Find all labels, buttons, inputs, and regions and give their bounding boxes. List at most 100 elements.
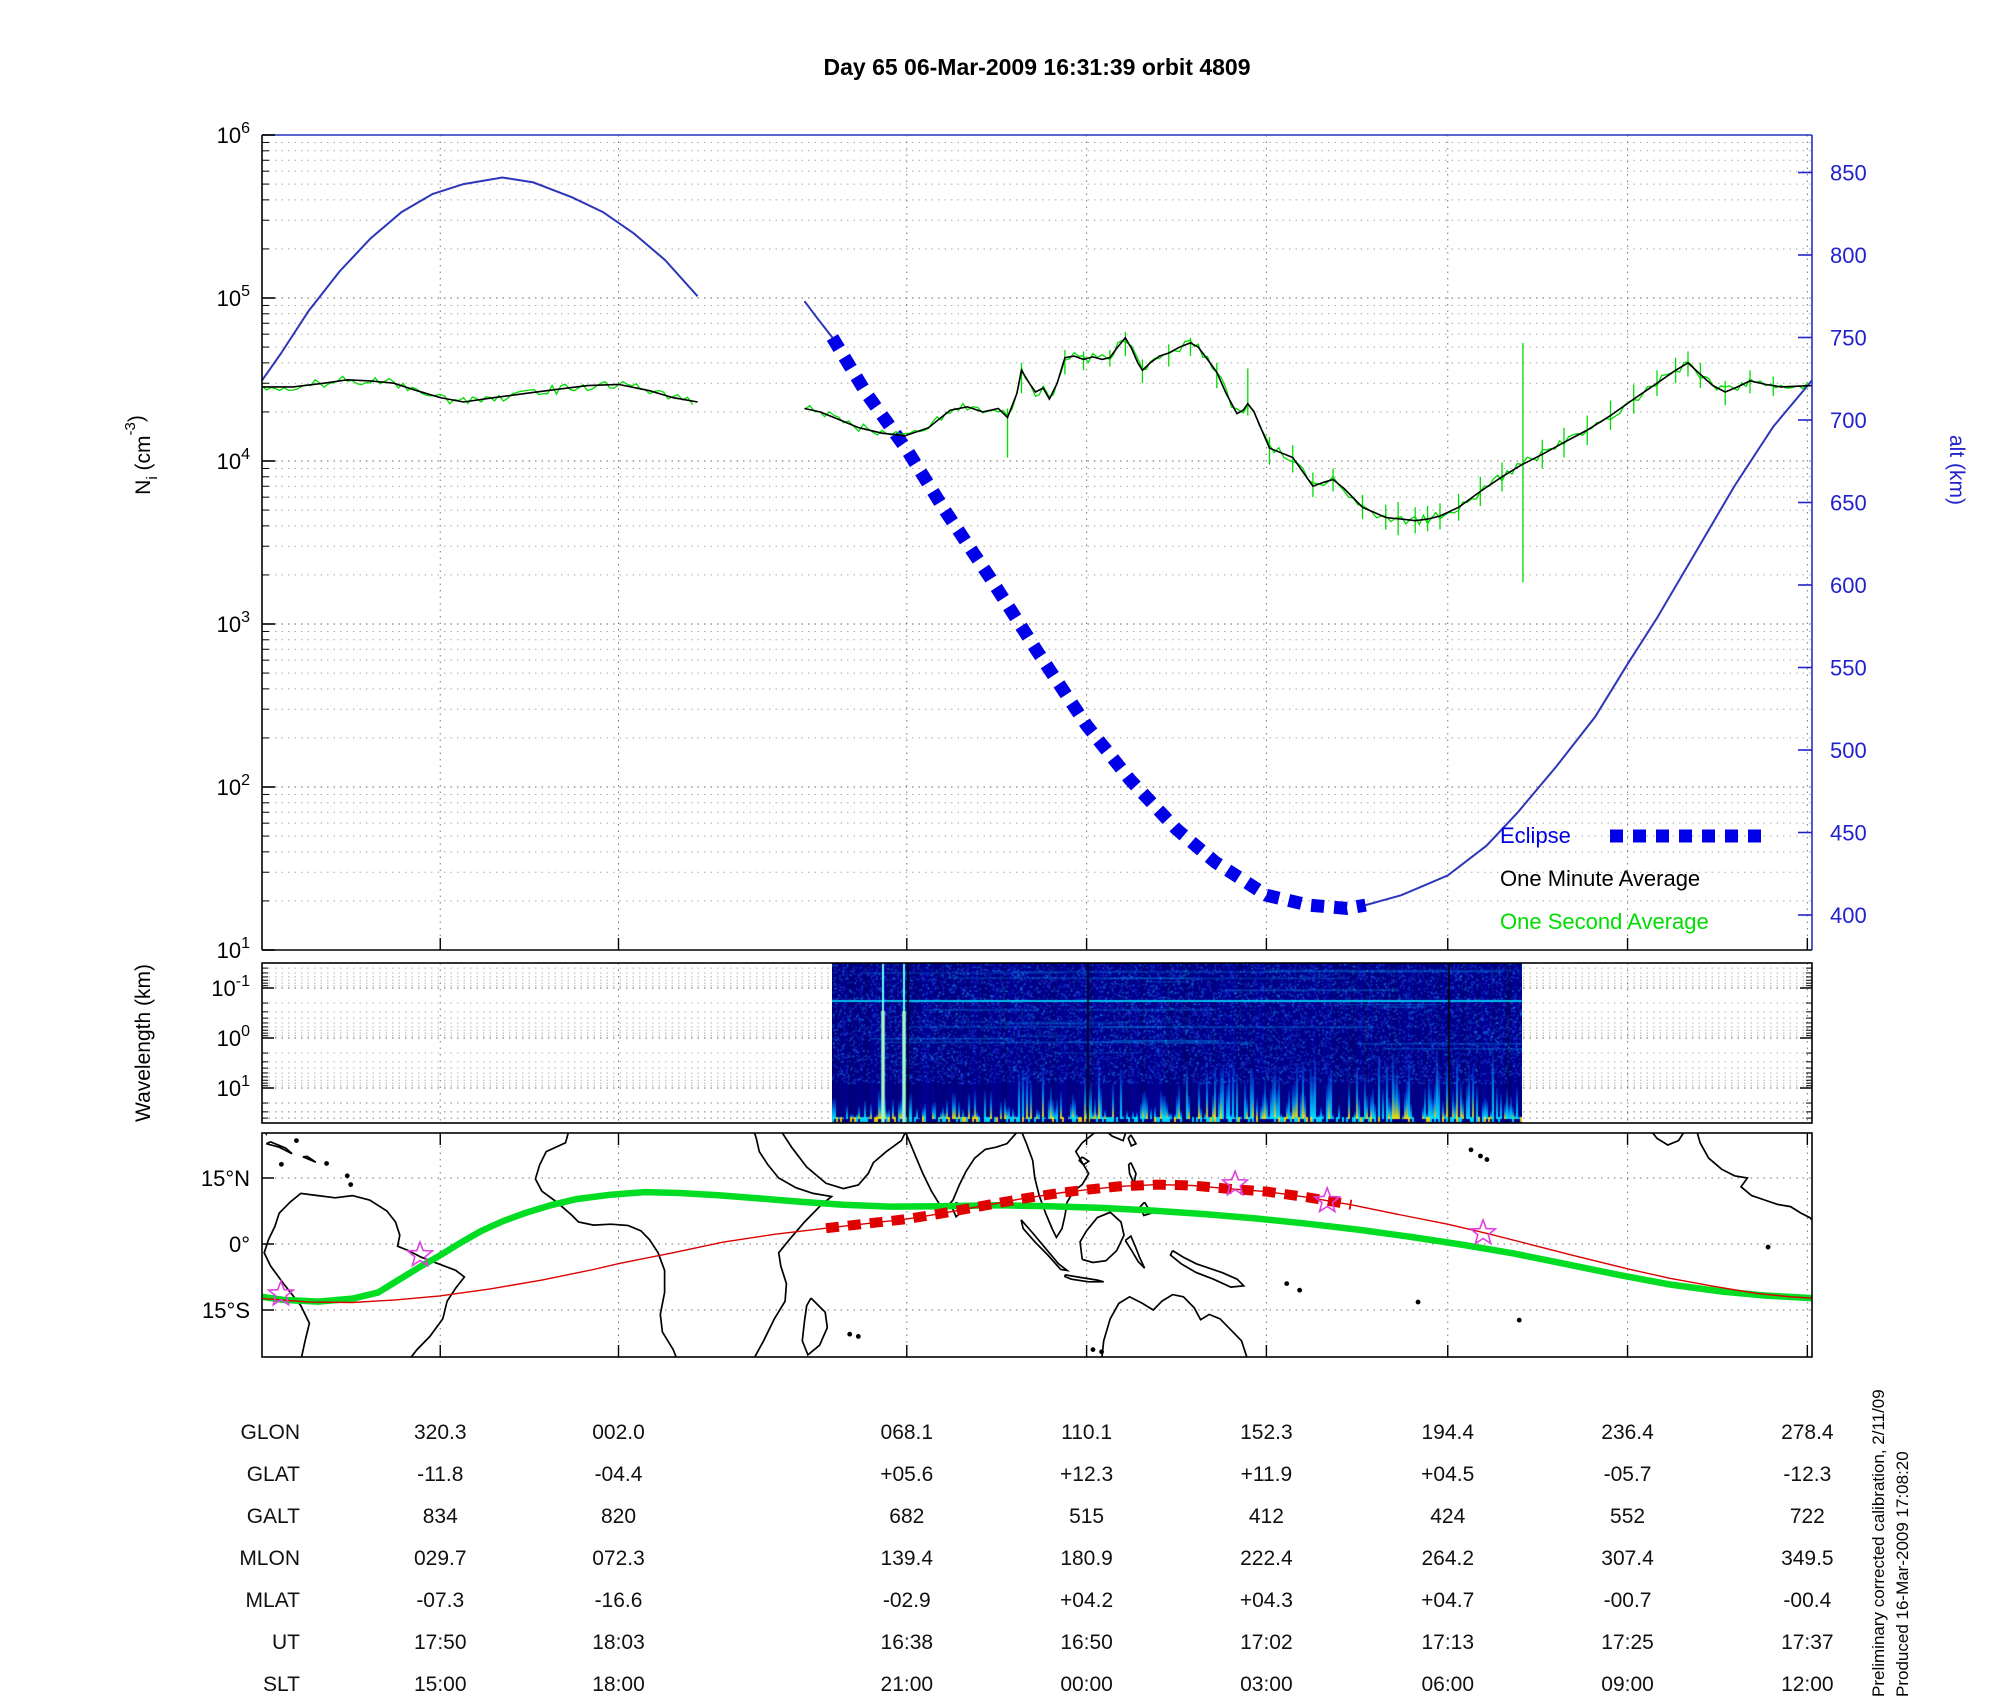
table-cell-MLON-4: 180.9 [1060,1547,1113,1570]
coastline-baja [1651,1133,1685,1146]
ni-axis-label: Ni (cm-3) [122,415,161,495]
table-cell-MLAT-3: -02.9 [882,1589,931,1612]
coastline-sulawesi [1124,1234,1146,1269]
axis-frame [261,1132,1813,1358]
log-tick-label: 101 [217,1073,250,1101]
alt-tick-label: 550 [1830,656,1867,681]
table-row-label-GLON: GLON [240,1421,300,1444]
table-cell-GALT-8: 722 [1789,1505,1825,1528]
island-dot [1468,1147,1474,1153]
table-cell-MLON-8: 349.5 [1781,1547,1834,1570]
star-marker [1468,1217,1498,1246]
alt-tick-label: 750 [1830,326,1867,351]
table-cell-GALT-4: 515 [1069,1505,1105,1528]
log-tick-label: 10-1 [211,973,250,1001]
table-cell-MLAT-2: -16.6 [594,1589,643,1612]
table-cell-GLAT-8: -12.3 [1783,1463,1832,1486]
table-cell-MLON-1: 029.7 [413,1547,467,1570]
table-cell-UT-4: 16:50 [1060,1631,1113,1654]
alt-tick-label: 600 [1830,573,1867,598]
table-cell-MLON-7: 307.4 [1601,1547,1654,1570]
coastline-luzon [1127,1161,1137,1187]
table-cell-GLAT-7: -05.7 [1603,1463,1652,1486]
table-cell-UT-1: 17:50 [413,1631,467,1654]
coastline-africa-east [753,1133,834,1357]
island-dot [1484,1157,1490,1162]
map-lat-label: 15°S [202,1298,250,1323]
legend-eclipse-label: Eclipse [1500,823,1571,848]
island-dot [1516,1317,1522,1323]
table-cell-GLAT-4: +12.3 [1060,1463,1114,1486]
table-cell-MLAT-4: +04.2 [1060,1589,1114,1612]
annotation-calibration: Preliminary corrected calibration, 2/11/… [1869,1389,1888,1697]
star-marker [1312,1185,1342,1214]
altitude-curve [261,176,699,381]
table-cell-MLON-3: 139.4 [880,1547,934,1570]
island-dot [1099,1349,1104,1355]
coastline-cuba [265,1140,293,1155]
table-row-label-MLON: MLON [239,1547,300,1570]
table-row-label-GALT: GALT [246,1505,300,1528]
log-tick-label: 102 [217,772,250,800]
island-dot [348,1182,354,1187]
table-cell-GLAT-3: +05.6 [880,1463,934,1486]
table-cell-UT-5: 17:02 [1240,1631,1293,1654]
altitude-curve [803,300,834,339]
island-dot [1297,1287,1303,1293]
log-tick-label: 100 [217,1023,250,1051]
coastline-hispaniola [302,1155,317,1163]
coastline-india [904,1133,1018,1210]
table-cell-SLT-4: 00:00 [1060,1673,1113,1696]
legend-one-second-label: One Second Average [1500,909,1709,934]
annotation-produced: Produced 16-Mar-2009 17:08:20 [1893,1451,1912,1697]
coastline-taiwan [1127,1134,1138,1148]
log-tick-label: 103 [217,609,250,637]
table-cell-UT-7: 17:25 [1601,1631,1654,1654]
table-cell-GALT-7: 552 [1610,1505,1646,1528]
table-cell-GLON-1: 320.3 [413,1421,467,1444]
magnetic-equator-track [262,1188,1812,1305]
log-tick-label: 105 [217,283,250,311]
log-tick-label: 106 [217,120,250,148]
island-dot [1090,1347,1096,1352]
map-lat-label: 0° [229,1232,250,1257]
table-cell-GLON-2: 002.0 [592,1421,645,1444]
table-cell-MLON-6: 264.2 [1421,1547,1475,1570]
log-tick-label: 104 [217,446,250,474]
star-marker [1220,1168,1250,1197]
table-cell-SLT-1: 15:00 [413,1673,467,1696]
table-cell-GLAT-5: +11.9 [1240,1463,1293,1486]
wavelength-spectrogram-plot: 10-1 100 101 Wavelength (km) [132,962,1813,1124]
legend-one-minute-label: One Minute Average [1500,866,1700,891]
one-second-average-curve [804,339,1809,526]
table-cell-GALT-1: 834 [422,1505,458,1528]
table-row-label-UT: UT [272,1631,300,1654]
table-cell-GLON-8: 278.4 [1781,1421,1834,1444]
wavelength-axis-label: Wavelength (km) [132,964,155,1122]
log-tick-label: 101 [217,935,250,963]
island-dot [344,1173,350,1179]
side-annotations: Preliminary corrected calibration, 2/11/… [1869,1389,1912,1697]
coastline-hainan [1078,1156,1091,1166]
island-dot [1415,1299,1421,1305]
table-cell-UT-2: 18:03 [592,1631,645,1654]
table-cell-GLON-7: 236.4 [1601,1421,1654,1444]
coastline-new-guinea [1169,1249,1246,1288]
table-cell-MLAT-8: -00.4 [1783,1589,1832,1612]
table-cell-GLON-4: 110.1 [1061,1421,1113,1444]
coastline-china-coast [1107,1133,1127,1142]
alt-axis-label: alt (km) [1945,435,1968,505]
table-cell-GALT-2: 820 [600,1505,637,1528]
coastline-australia [1101,1293,1248,1357]
table-row-label-GLAT: GLAT [246,1463,300,1486]
alt-tick-label: 800 [1830,243,1867,268]
alt-tick-label: 700 [1830,408,1867,433]
table-cell-SLT-3: 21:00 [880,1673,934,1696]
coastline-florida [265,1133,268,1137]
coastline-africa-west [534,1133,678,1357]
alt-tick-label: 650 [1830,491,1867,516]
table-cell-GLAT-2: -04.4 [594,1463,643,1486]
table-cell-MLAT-1: -07.3 [416,1589,465,1612]
